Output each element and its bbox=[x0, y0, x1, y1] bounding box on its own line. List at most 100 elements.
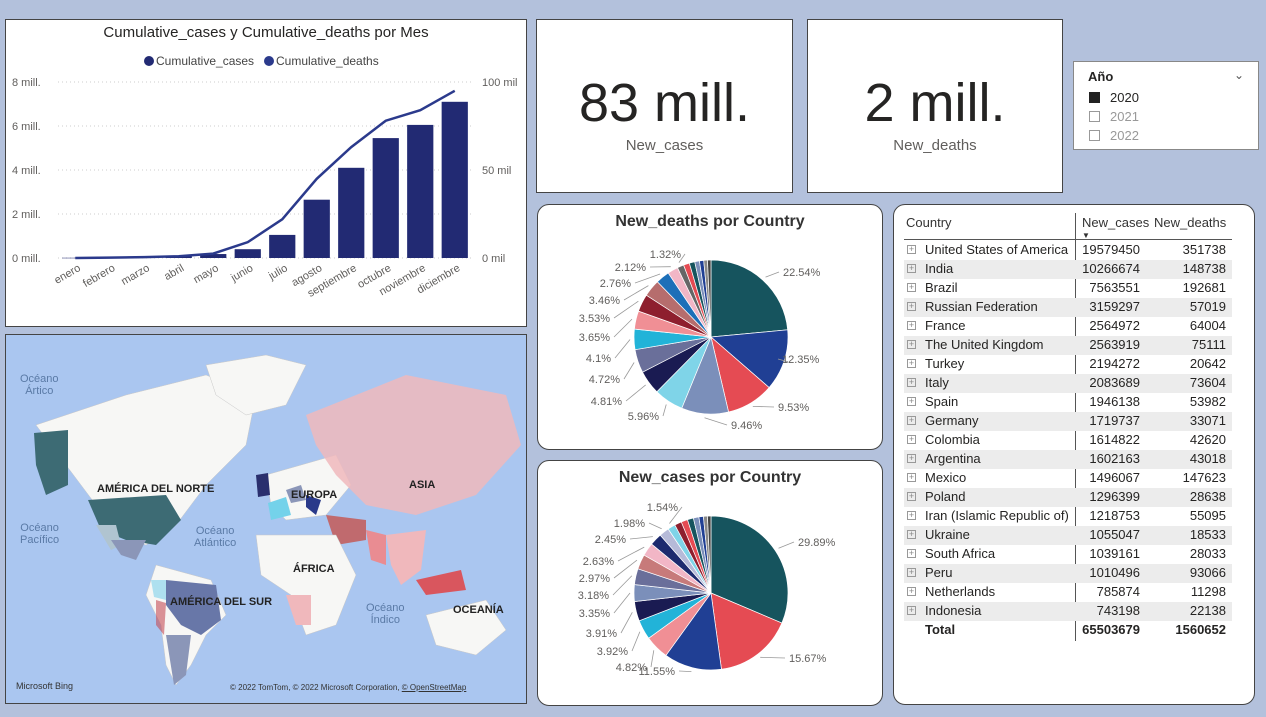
table-row[interactable]: + South Africa 1039161 28033 bbox=[904, 545, 1232, 564]
pie-slice[interactable] bbox=[710, 259, 789, 338]
expand-icon[interactable]: + bbox=[907, 510, 916, 520]
map-panel[interactable]: Océano Ártico Océano Pacífico Océano Atlánt… bbox=[5, 334, 527, 704]
bar[interactable] bbox=[303, 199, 330, 258]
header-country[interactable]: Country bbox=[906, 215, 952, 230]
checkbox-icon[interactable] bbox=[1089, 111, 1100, 122]
cell-country: Mexico bbox=[925, 470, 967, 485]
checkbox-icon[interactable] bbox=[1089, 92, 1100, 103]
expand-icon[interactable]: + bbox=[907, 320, 916, 330]
table-row[interactable]: + Italy 2083689 73604 bbox=[904, 374, 1232, 393]
table-row[interactable]: + India 10266674 148738 bbox=[904, 260, 1232, 279]
bar[interactable] bbox=[62, 257, 89, 259]
expand-icon[interactable]: + bbox=[907, 396, 916, 406]
bar[interactable] bbox=[234, 249, 261, 258]
expand-icon[interactable]: + bbox=[907, 377, 916, 387]
world-map[interactable] bbox=[6, 335, 526, 703]
table-row[interactable]: + Mexico 1496067 147623 bbox=[904, 469, 1232, 488]
expand-icon[interactable]: + bbox=[907, 282, 916, 292]
cell-new-deaths: 42620 bbox=[1189, 432, 1226, 447]
table-row[interactable]: + The United Kingdom 2563919 75111 bbox=[904, 336, 1232, 355]
table-row[interactable]: + Turkey 2194272 20642 bbox=[904, 355, 1232, 374]
expand-icon[interactable]: + bbox=[907, 472, 916, 482]
expand-icon[interactable]: + bbox=[907, 548, 916, 558]
expand-icon[interactable]: + bbox=[907, 415, 916, 425]
osm-link[interactable]: © OpenStreetMap bbox=[401, 683, 467, 692]
table-row[interactable]: + Netherlands 785874 11298 bbox=[904, 583, 1232, 602]
legend-item[interactable]: Cumulative_cases bbox=[156, 54, 254, 68]
legend-item[interactable]: Cumulative_deaths bbox=[276, 54, 379, 68]
label-leader bbox=[613, 592, 631, 614]
expand-icon[interactable]: + bbox=[907, 605, 916, 615]
table-row[interactable]: + Argentina 1602163 43018 bbox=[904, 450, 1232, 469]
checkbox-icon[interactable] bbox=[1089, 130, 1100, 141]
deaths-pie-panel[interactable]: New_deaths por Country 22.54% 12.35% 9.53%… bbox=[537, 204, 883, 450]
pie-slice[interactable] bbox=[707, 515, 712, 594]
pie-slice[interactable] bbox=[710, 515, 789, 624]
x-tick-label: julio bbox=[266, 262, 290, 283]
table-row[interactable]: + Brazil 7563551 192681 bbox=[904, 279, 1232, 298]
cell-new-cases: 785874 bbox=[1096, 584, 1140, 599]
sort-down-icon: ▼ bbox=[1082, 231, 1090, 240]
expand-icon[interactable]: + bbox=[907, 453, 916, 463]
new-deaths-card[interactable]: 2 mill. New_deaths bbox=[807, 19, 1063, 193]
expand-icon[interactable]: + bbox=[907, 434, 916, 444]
cell-new-cases: 1055047 bbox=[1089, 527, 1140, 542]
expand-icon[interactable]: + bbox=[907, 529, 916, 539]
y2-tick-label: 100 mil bbox=[482, 77, 517, 89]
chevron-down-icon[interactable]: ⌄ bbox=[1233, 68, 1244, 82]
pie-data-label: 1.32% bbox=[650, 249, 681, 261]
slicer-option-2022[interactable]: 2022 bbox=[1089, 128, 1139, 143]
bar[interactable] bbox=[269, 234, 296, 258]
label-leader bbox=[650, 650, 655, 668]
table-row[interactable]: + Colombia 1614822 42620 bbox=[904, 431, 1232, 450]
country-table[interactable]: Country New_cases ▼ New_deaths + United … bbox=[893, 204, 1255, 705]
expand-icon[interactable]: + bbox=[907, 567, 916, 577]
new-cases-card[interactable]: 83 mill. New_cases bbox=[536, 19, 793, 193]
bar[interactable] bbox=[441, 101, 468, 258]
new-deaths-value: 2 mill. bbox=[864, 73, 1006, 133]
bar[interactable] bbox=[407, 124, 434, 259]
year-slicer[interactable]: Año ⌄ 2020 2021 2022 bbox=[1073, 61, 1259, 150]
table-row[interactable]: + Iran (Islamic Republic of) 1218753 550… bbox=[904, 507, 1232, 526]
pie-data-label: 3.91% bbox=[586, 628, 617, 640]
header-new-cases[interactable]: New_cases bbox=[1082, 215, 1150, 230]
expand-icon[interactable]: + bbox=[907, 244, 916, 254]
table-row[interactable]: + United States of America 19579450 3517… bbox=[904, 241, 1232, 260]
bar[interactable] bbox=[200, 254, 227, 258]
expand-icon[interactable]: + bbox=[907, 301, 916, 311]
expand-icon[interactable]: + bbox=[907, 586, 916, 596]
pie-slice[interactable] bbox=[665, 592, 722, 671]
table-row[interactable]: + Germany 1719737 33071 bbox=[904, 412, 1232, 431]
pie-data-label: 15.67% bbox=[789, 653, 827, 665]
slicer-option-2020[interactable]: 2020 bbox=[1089, 90, 1139, 105]
table-row[interactable]: + Ukraine 1055047 18533 bbox=[904, 526, 1232, 545]
x-tick-label: abril bbox=[162, 262, 186, 283]
header-divider bbox=[904, 239, 1232, 240]
table-row[interactable]: + Indonesia 743198 22138 bbox=[904, 602, 1232, 621]
table-row[interactable]: + France 2564972 64004 bbox=[904, 317, 1232, 336]
table-row[interactable]: + Peru 1010496 93066 bbox=[904, 564, 1232, 583]
slicer-option-2021[interactable]: 2021 bbox=[1089, 109, 1139, 124]
cases-pie-panel[interactable]: New_cases por Country 29.89% 15.67% 11.55%… bbox=[537, 460, 883, 706]
total-label: Total bbox=[925, 622, 956, 637]
cell-country: India bbox=[925, 261, 954, 276]
table-row[interactable]: + Poland 1296399 28638 bbox=[904, 488, 1232, 507]
pie-data-label: 2.45% bbox=[595, 534, 626, 546]
expand-icon[interactable]: + bbox=[907, 263, 916, 273]
expand-icon[interactable]: + bbox=[907, 339, 916, 349]
combo-chart-panel[interactable]: Cumulative_cases y Cumulative_deaths por… bbox=[5, 19, 527, 327]
expand-icon[interactable]: + bbox=[907, 358, 916, 368]
table-row[interactable]: + Spain 1946138 53982 bbox=[904, 393, 1232, 412]
table-row[interactable]: + Russian Federation 3159297 57019 bbox=[904, 298, 1232, 317]
cell-country: Iran (Islamic Republic of) bbox=[925, 508, 1069, 523]
header-new-deaths[interactable]: New_deaths bbox=[1154, 215, 1227, 230]
deaths-line[interactable] bbox=[75, 89, 456, 260]
bar[interactable] bbox=[372, 138, 399, 258]
cell-country: Turkey bbox=[925, 356, 965, 371]
cell-new-deaths: 20642 bbox=[1189, 356, 1226, 371]
pie-slice[interactable] bbox=[710, 592, 783, 670]
pie-slice[interactable] bbox=[707, 259, 712, 338]
expand-icon[interactable]: + bbox=[907, 491, 916, 501]
bar[interactable] bbox=[338, 167, 365, 258]
pie-data-label: 11.55% bbox=[639, 666, 676, 678]
